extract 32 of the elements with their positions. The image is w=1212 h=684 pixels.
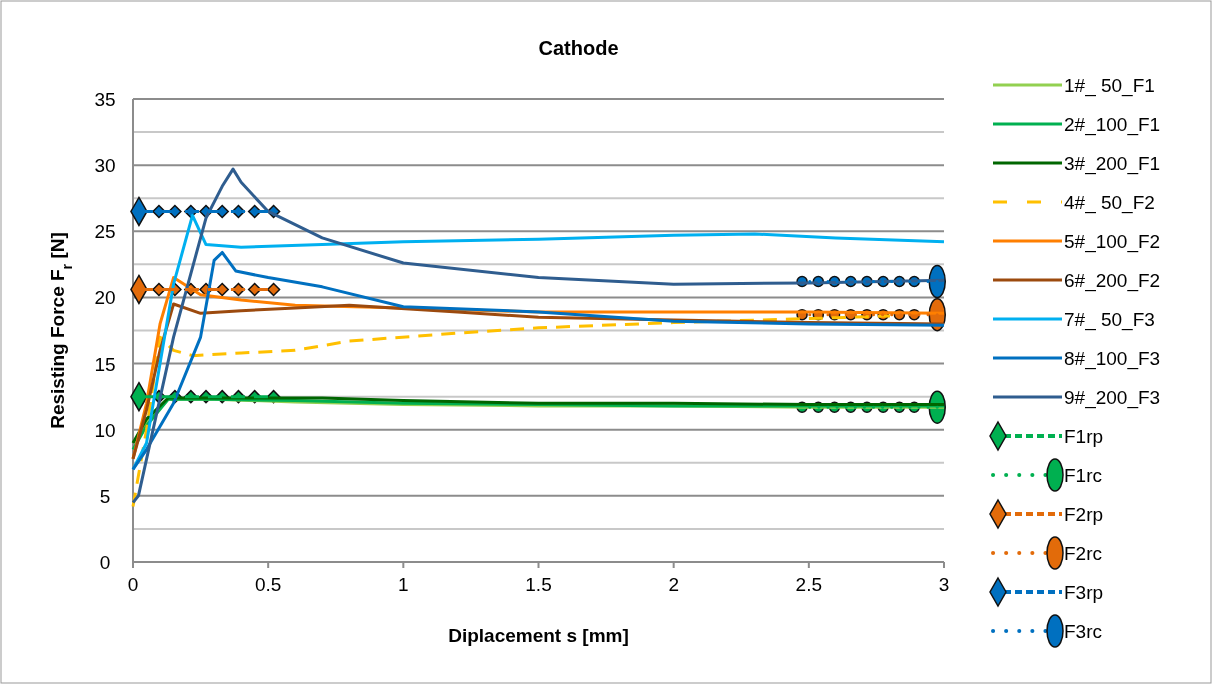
legend-label: F1rp: [1064, 426, 1104, 447]
y-tick-label: 35: [94, 89, 116, 110]
legend-label: F2rp: [1064, 504, 1104, 525]
x-tick-label: 3: [938, 574, 950, 595]
x-tick-label: 2: [668, 574, 679, 595]
y-tick-label: 15: [94, 353, 116, 375]
legend-label: F3rc: [1064, 621, 1102, 642]
x-tick-label: 2.5: [795, 574, 823, 595]
y-tick-label: 30: [94, 155, 116, 177]
legend-label: 5#_100_F2: [1064, 231, 1161, 253]
legend-label: F2rc: [1064, 543, 1102, 564]
x-axis-title: Diplacement s [mm]: [448, 625, 629, 646]
y-tick-label: 0: [99, 552, 111, 573]
legend-label: 8#_100_F3: [1064, 348, 1161, 370]
legend-label: F3rp: [1064, 582, 1104, 603]
x-tick-label: 1.5: [525, 574, 552, 595]
legend-label: 7#_ 50_F3: [1064, 309, 1155, 331]
legend-label: 9#_200_F3: [1064, 387, 1161, 409]
y-tick-label: 5: [99, 485, 111, 507]
x-tick-label: 1: [398, 574, 409, 595]
legend-label: 6#_200_F2: [1064, 270, 1161, 292]
legend-label: F1rc: [1064, 465, 1102, 486]
y-tick-label: 20: [94, 287, 116, 309]
legend-label: 4#_ 50_F2: [1064, 192, 1155, 214]
x-tick-label: 0: [127, 574, 139, 595]
y-tick-label: 25: [94, 221, 116, 243]
legend-label: 3#_200_F1: [1064, 153, 1161, 175]
x-tick-label: 0.5: [254, 574, 282, 595]
legend-label: 1#_ 50_F1: [1064, 75, 1155, 97]
chart-title: Cathode: [538, 37, 619, 59]
y-tick-label: 10: [94, 419, 116, 441]
legend-label: 2#_100_F1: [1064, 114, 1161, 136]
